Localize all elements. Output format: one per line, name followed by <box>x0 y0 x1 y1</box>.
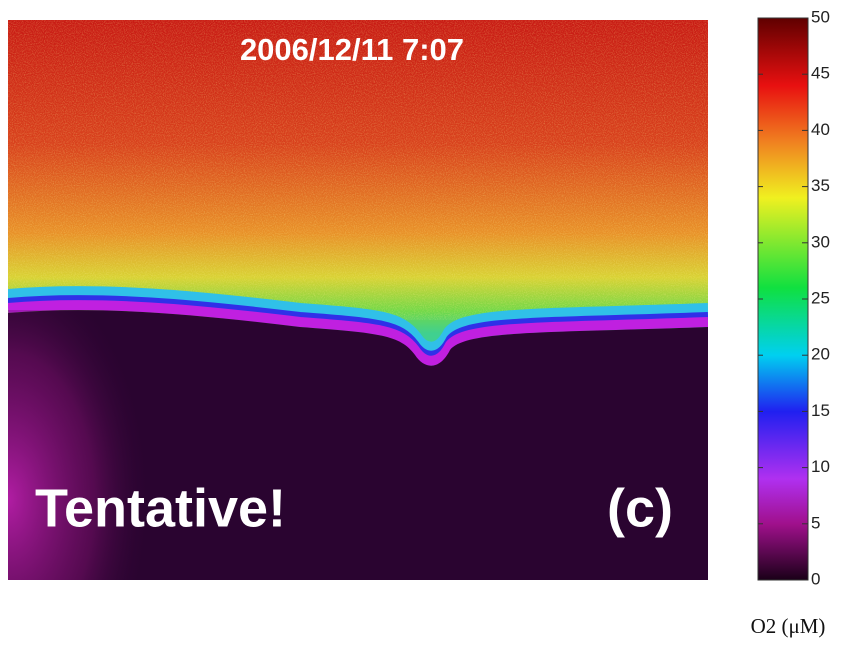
tick-label: 40 <box>811 120 830 139</box>
tick-label: 10 <box>811 457 830 476</box>
tick-label: 15 <box>811 401 830 420</box>
timestamp: 2006/12/11 7:07 <box>240 32 464 67</box>
panel-label: (c) <box>607 478 673 538</box>
tick-label: 45 <box>811 64 830 83</box>
tick-label: 30 <box>811 232 830 251</box>
tick-label: 25 <box>811 288 830 307</box>
tick-label: 20 <box>811 345 830 364</box>
colorbar-scale <box>757 17 809 581</box>
tick-label: 50 <box>811 7 830 26</box>
tick-label: 0 <box>811 569 820 588</box>
watermark: Tentative! <box>35 478 286 538</box>
tick-label: 5 <box>811 513 820 532</box>
o2-image <box>8 20 708 580</box>
colorbar-label: O2 (μM) <box>751 614 826 638</box>
colorbar: 0 5 10 15 20 25 30 35 40 45 50 <box>757 7 830 588</box>
tick-label: 35 <box>811 176 830 195</box>
